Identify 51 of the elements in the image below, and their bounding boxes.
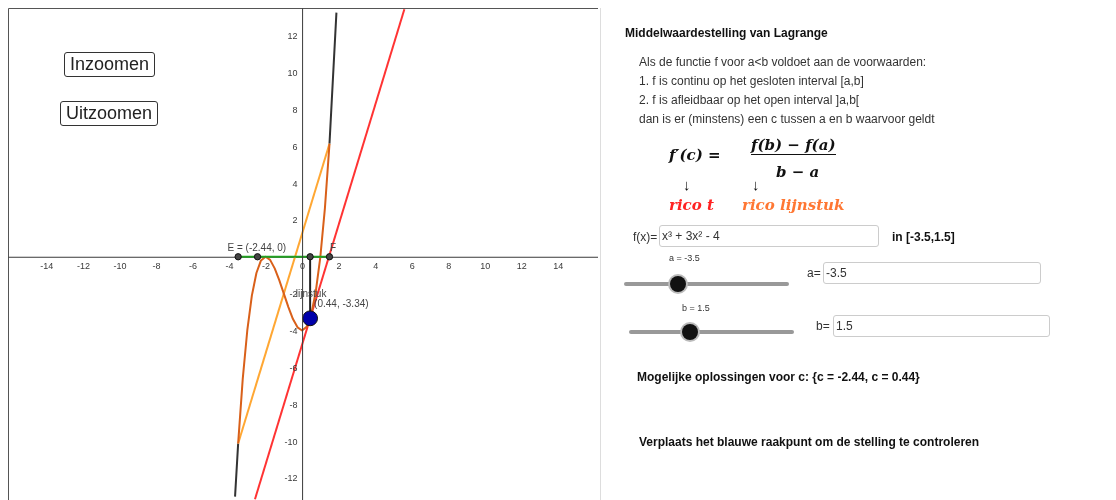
text: b − a bbox=[776, 163, 820, 181]
annotation: E = (-2.44, 0) bbox=[227, 241, 287, 253]
x-tick-label: -14 bbox=[40, 261, 54, 272]
y-tick-label: 2 bbox=[292, 215, 298, 226]
text: b = 1.5 bbox=[682, 303, 710, 313]
text: a = -3.5 bbox=[669, 253, 700, 263]
x-tick-label: -4 bbox=[225, 261, 234, 272]
y-tick-label: 6 bbox=[292, 141, 298, 152]
button: Inzoomen bbox=[64, 52, 156, 77]
x-tick-label: -8 bbox=[152, 261, 161, 272]
text: rico t bbox=[669, 196, 714, 214]
y-tick-label: -4 bbox=[289, 325, 298, 336]
text: -3.5 bbox=[823, 262, 1041, 284]
x-tick-label: -12 bbox=[76, 261, 90, 272]
x-tick-label: 2 bbox=[336, 261, 342, 272]
x-tick-label: 4 bbox=[373, 261, 379, 272]
text: Middelwaardestelling van Lagrange bbox=[625, 26, 828, 40]
y-tick-label: 8 bbox=[292, 104, 298, 115]
text: 1. f is continu op het gesloten interval [a,b] bbox=[639, 74, 864, 88]
y-tick-label: -12 bbox=[284, 473, 298, 484]
text: ↓ bbox=[683, 176, 691, 193]
x-tick-label: 10 bbox=[480, 261, 491, 272]
y-tick-label: -8 bbox=[289, 399, 298, 410]
x-tick-label: 12 bbox=[516, 261, 527, 272]
button: Uitzoomen bbox=[60, 101, 159, 126]
text: f(x)= bbox=[633, 230, 658, 244]
text: ↓ bbox=[752, 176, 760, 193]
text: a= bbox=[807, 266, 821, 280]
y-tick-label: 4 bbox=[292, 178, 298, 189]
text: in [-3.5,1.5] bbox=[892, 230, 955, 244]
text: Mogelijke oplossingen voor c: {c = -2.44, c = 0.44} bbox=[637, 370, 920, 384]
text: 2. f is afleidbaar op het open interval ]a,b[ bbox=[639, 93, 860, 107]
text: f′(c) = bbox=[669, 146, 721, 164]
text: Als de functie f voor a<b voldoet aan de voorwaarden: bbox=[639, 55, 927, 69]
text: x³ + 3x² - 4 bbox=[659, 225, 879, 247]
text: dan is er (minstens) een c tussen a en b waarvoor geldt bbox=[639, 112, 935, 126]
text: 1.5 bbox=[833, 315, 1050, 337]
x-tick-label: 8 bbox=[446, 261, 452, 272]
text: rico lijnstuk bbox=[742, 196, 845, 214]
x-tick-label: -10 bbox=[113, 261, 127, 272]
text: Verplaats het blauwe raakpunt om de stelling te controleren bbox=[639, 435, 980, 449]
y-tick-label: 12 bbox=[287, 31, 298, 42]
x-tick-label: -2 bbox=[262, 261, 271, 272]
y-tick-label: 10 bbox=[287, 67, 298, 78]
y-tick-label: -10 bbox=[284, 436, 298, 447]
text: f(b) − f(a) bbox=[751, 136, 836, 155]
text: b= bbox=[816, 319, 830, 333]
x-tick-label: 14 bbox=[553, 261, 564, 272]
x-tick-label: -6 bbox=[188, 261, 197, 272]
x-tick-label: 0 bbox=[300, 261, 306, 272]
x-tick-label: 6 bbox=[409, 261, 415, 272]
